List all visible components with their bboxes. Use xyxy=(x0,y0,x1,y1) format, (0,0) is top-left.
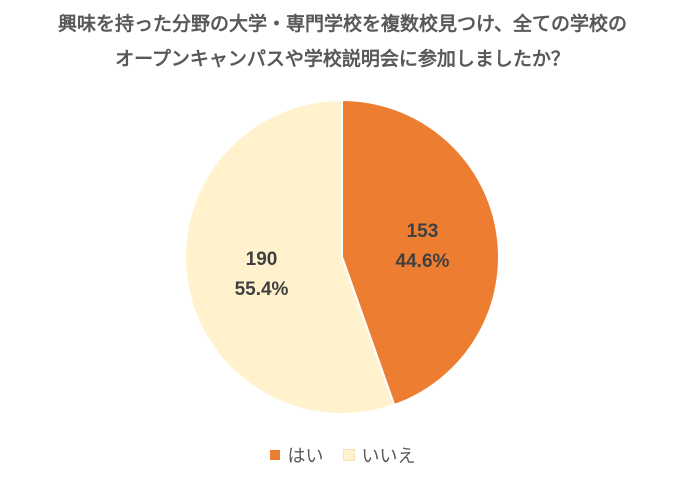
pie-slice-no xyxy=(184,98,396,415)
legend-label-no: いいえ xyxy=(361,446,416,467)
legend-item-yes: はい xyxy=(269,442,324,468)
value-label-yes: 153 xyxy=(407,221,439,242)
legend-swatch-no xyxy=(342,449,355,461)
value-label-no: 190 xyxy=(246,249,278,270)
legend-swatch-yes xyxy=(269,450,280,460)
legend-item-no: いいえ xyxy=(342,442,416,468)
chart-title-line-2: オープンキャンパスや学校説明会に参加しましたか？ xyxy=(115,48,570,70)
legend: はい いいえ xyxy=(0,442,685,468)
pie-slice-yes xyxy=(341,98,500,407)
percent-label-no: 55.4% xyxy=(235,279,289,300)
percent-label-yes: 44.6% xyxy=(396,251,450,272)
chart-title-line-1: 興味を持った分野の大学・専門学校を複数校見つけ、全ての学校の xyxy=(57,13,628,35)
legend-label-yes: はい xyxy=(287,446,324,467)
